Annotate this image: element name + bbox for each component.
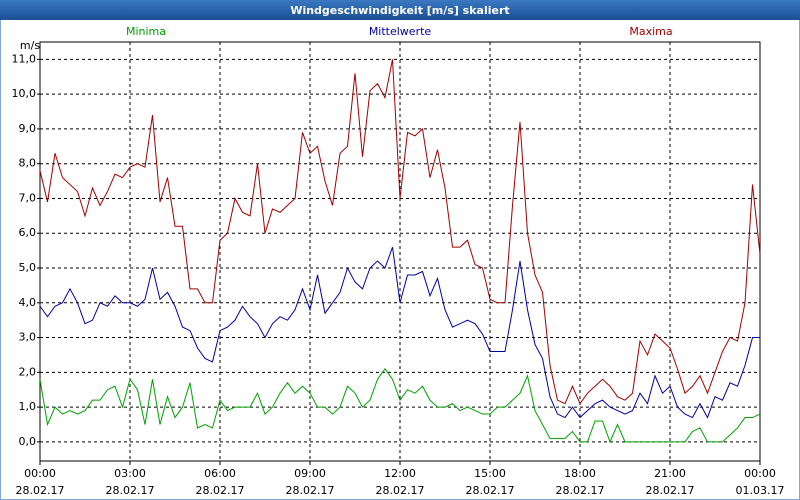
title-bar — [0, 0, 800, 20]
x-tick-label: 21:00 — [654, 467, 686, 480]
legend-label: Maxima — [629, 25, 672, 38]
y-tick-label: 9,0 — [19, 122, 37, 135]
y-tick-label: 7,0 — [19, 191, 37, 204]
y-tick-label: 6,0 — [19, 226, 37, 239]
x-tick-date: 28.02.17 — [556, 484, 605, 497]
y-tick-label: 4,0 — [19, 296, 37, 309]
x-tick-label: 03:00 — [114, 467, 146, 480]
series-line — [39, 246, 760, 419]
y-tick-label: 10,0 — [12, 87, 37, 100]
x-tick-date: 28.02.17 — [646, 484, 695, 497]
y-tick-label: 5,0 — [19, 261, 37, 274]
x-tick-label: 15:00 — [474, 467, 506, 480]
x-tick-date: 28.02.17 — [466, 484, 515, 497]
chart-title: Windgeschwindigkeit [m/s] skaliert — [290, 4, 509, 17]
y-tick-label: 3,0 — [19, 331, 37, 344]
y-tick-label: 0,0 — [19, 435, 37, 448]
x-tick-date: 28.02.17 — [196, 484, 245, 497]
y-tick-label: 1,0 — [19, 400, 37, 413]
x-tick-label: 18:00 — [564, 467, 596, 480]
x-tick-label: 00:00 — [744, 467, 776, 480]
x-tick-date: 28.02.17 — [106, 484, 155, 497]
x-tick-label: 09:00 — [294, 467, 326, 480]
x-tick-label: 06:00 — [204, 467, 236, 480]
y-tick-label: 11,0 — [12, 52, 37, 65]
y-tick-label: 2,0 — [19, 365, 37, 378]
y-tick-label: 8,0 — [19, 157, 37, 170]
x-tick-date: 28.02.17 — [16, 484, 65, 497]
legend-label: Mittelwerte — [369, 25, 432, 38]
x-tick-date: 28.02.17 — [286, 484, 335, 497]
x-tick-date: 28.02.17 — [376, 484, 425, 497]
x-tick-label: 00:00 — [24, 467, 56, 480]
legend-label: Minima — [126, 25, 166, 38]
y-axis-label: m/s — [20, 39, 40, 52]
x-tick-label: 12:00 — [384, 467, 416, 480]
x-tick-date: 01.03.17 — [736, 484, 785, 497]
series-line — [39, 367, 761, 444]
series-line — [39, 59, 761, 405]
